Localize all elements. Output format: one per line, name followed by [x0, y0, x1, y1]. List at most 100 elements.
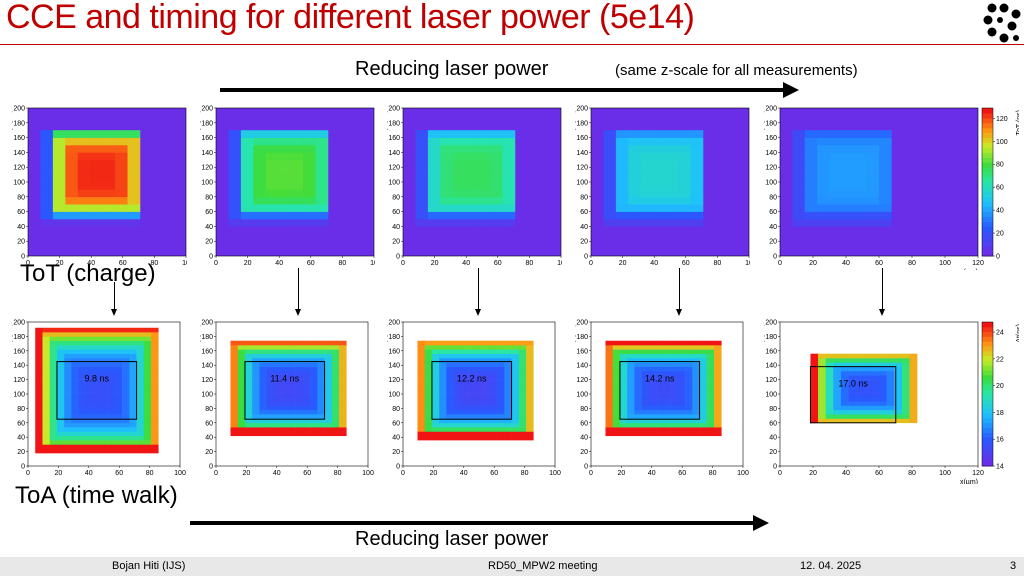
tot-pixel: [817, 137, 830, 146]
toa-pixel: [648, 379, 657, 385]
title-underline: [0, 44, 1024, 45]
toa-pixel: [78, 379, 87, 385]
toa-pixel: [252, 340, 260, 346]
toa-pixel: [230, 366, 239, 372]
toa-pixel: [295, 358, 304, 363]
toa-pixel: [497, 366, 505, 372]
toa-pixel: [244, 370, 253, 376]
tot-pixel: [829, 130, 843, 138]
toa-pixel: [685, 427, 693, 432]
toa-pixel: [460, 383, 469, 389]
toa-1-xtick: 100: [174, 470, 186, 477]
toa-pixel: [49, 431, 58, 437]
toa-pixel: [129, 440, 137, 445]
toa-pixel: [685, 353, 693, 359]
tot-pixel: [628, 174, 642, 183]
toa-pixel: [489, 418, 498, 424]
tot-pixel: [841, 159, 855, 168]
tot-pixel: [278, 159, 291, 168]
toa-pixel: [511, 414, 520, 419]
toa-colorbar-cell: [982, 403, 993, 409]
tot-pixel: [465, 189, 478, 198]
toa-pixel: [446, 435, 454, 441]
toa-pixel: [259, 418, 267, 424]
tot-3-xtick: 10: [557, 260, 562, 267]
toa-pixel: [446, 405, 454, 411]
tot-pixel: [690, 137, 704, 146]
toa-pixel: [482, 379, 491, 385]
toa-1-xtick: 0: [26, 470, 30, 477]
toa-pixel: [35, 405, 43, 411]
toa-pixel: [122, 418, 130, 424]
toa-pixel: [863, 383, 872, 389]
tot-colorbar-cell: [982, 142, 993, 148]
toa-pixel: [677, 383, 686, 389]
tot-pixel: [415, 167, 429, 175]
tot-pixel: [127, 130, 141, 138]
toa-pixel: [288, 362, 296, 367]
toa-pixel: [901, 375, 910, 380]
toa-pixel: [504, 427, 512, 432]
toa-pixel: [879, 379, 887, 385]
toa-pixel: [122, 379, 130, 385]
tot-pixel: [817, 145, 830, 153]
tot-pixel: [40, 159, 54, 168]
toa-pixel: [266, 370, 275, 376]
toa-pixel: [663, 349, 671, 354]
toa-pixel: [424, 435, 433, 441]
tot-pixel: [502, 174, 516, 183]
toa-pixel: [863, 358, 872, 363]
toa-pixel: [886, 370, 895, 376]
toa-pixel: [78, 358, 87, 363]
toa-pixel: [310, 353, 318, 359]
toa-4-xtick: 60: [678, 470, 686, 477]
toa-1-ytick: 0: [21, 464, 25, 471]
toa-pixel: [605, 431, 614, 437]
toa-pixel: [93, 375, 101, 380]
toa-pixel: [468, 392, 476, 398]
tot-pixel: [90, 189, 103, 198]
tot-5-xtick: 20: [809, 260, 817, 267]
toa-pixel: [706, 414, 715, 419]
toa-pixel: [511, 358, 520, 363]
toa-pixel: [317, 349, 325, 354]
tot-pixel: [440, 196, 454, 205]
toa-pixel: [482, 435, 491, 441]
toa-pixel: [151, 444, 159, 450]
tot-pixel: [427, 196, 441, 205]
toa-pixel: [468, 414, 476, 419]
tot-1-ytick: 180: [13, 120, 25, 127]
toa-pixel: [526, 422, 534, 428]
tot-1-ytick: 100: [13, 180, 25, 187]
toa-pixel: [100, 336, 108, 342]
toa-pixel: [431, 435, 440, 441]
toa-pixel: [453, 366, 462, 372]
tot-pixel: [77, 159, 91, 168]
tot-pixel: [678, 211, 691, 220]
toa-pixel: [93, 431, 101, 437]
toa-pixel: [64, 345, 72, 350]
toa-pixel: [230, 353, 239, 359]
toa-pixel: [244, 418, 253, 424]
tot-3-ytick: 80: [392, 194, 400, 201]
toa-pixel: [685, 340, 693, 346]
tot-pixel: [829, 182, 843, 190]
toa-pixel: [302, 345, 311, 350]
toa-pixel: [518, 409, 527, 415]
toa-pixel: [259, 431, 267, 437]
toa-pixel: [863, 388, 872, 393]
toa-pixel: [331, 366, 340, 372]
toa-pixel: [49, 401, 58, 406]
toa-pixel: [497, 392, 505, 398]
tot-pixel: [40, 196, 54, 205]
toa-pixel: [482, 409, 491, 415]
tot-pixel: [866, 211, 880, 220]
toa-colorbar-cell: [982, 446, 993, 453]
toa-pixel: [511, 366, 520, 372]
toa-pixel: [468, 431, 476, 437]
tot-pixel: [77, 189, 91, 198]
toa-pixel: [670, 340, 679, 346]
toa-pixel: [78, 349, 87, 354]
toa-pixel: [692, 362, 700, 367]
